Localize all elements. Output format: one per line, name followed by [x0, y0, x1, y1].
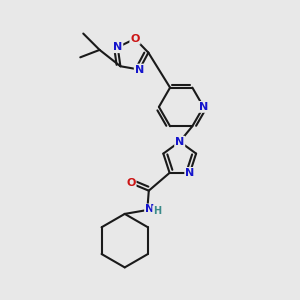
- Text: N: N: [113, 42, 122, 52]
- Text: N: N: [185, 168, 194, 178]
- Text: N: N: [199, 102, 208, 112]
- Text: H: H: [153, 206, 161, 216]
- Text: N: N: [135, 64, 144, 75]
- Text: N: N: [145, 204, 154, 214]
- Text: O: O: [126, 178, 136, 188]
- Text: N: N: [175, 137, 184, 147]
- Text: O: O: [130, 34, 140, 44]
